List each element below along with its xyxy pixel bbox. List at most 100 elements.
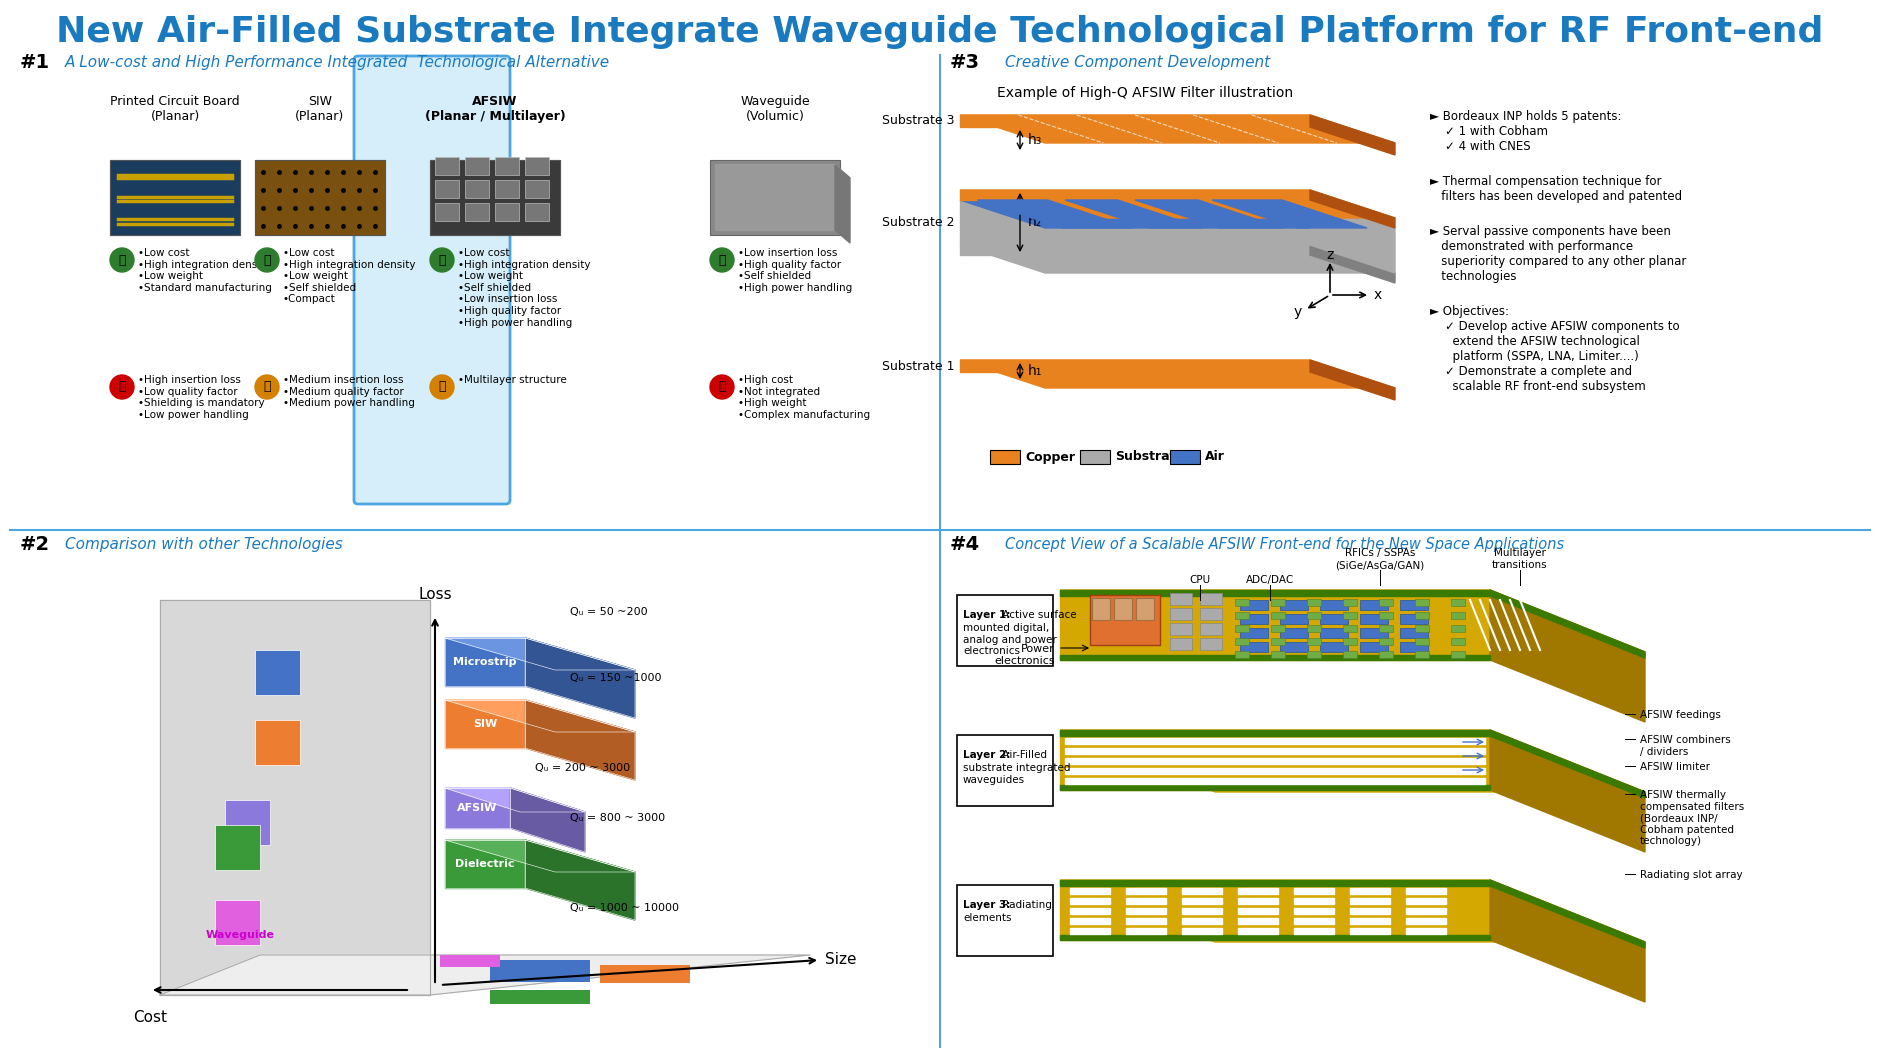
Polygon shape — [1350, 888, 1389, 894]
FancyBboxPatch shape — [353, 56, 509, 504]
Polygon shape — [1406, 898, 1446, 904]
FancyBboxPatch shape — [431, 160, 560, 235]
Polygon shape — [1350, 898, 1389, 904]
Text: 👍: 👍 — [263, 254, 271, 266]
FancyBboxPatch shape — [1401, 600, 1429, 610]
Text: Creative Component Development: Creative Component Development — [1006, 55, 1271, 70]
Polygon shape — [1060, 590, 1645, 652]
FancyBboxPatch shape — [464, 203, 489, 221]
FancyBboxPatch shape — [1380, 638, 1393, 645]
Polygon shape — [1406, 908, 1446, 914]
Polygon shape — [1310, 200, 1395, 273]
FancyBboxPatch shape — [957, 595, 1053, 666]
Polygon shape — [1183, 908, 1222, 914]
FancyBboxPatch shape — [1235, 625, 1248, 632]
FancyBboxPatch shape — [494, 157, 519, 175]
Polygon shape — [446, 789, 509, 828]
Text: Air: Air — [1205, 450, 1226, 464]
Polygon shape — [1060, 935, 1491, 940]
FancyBboxPatch shape — [1401, 614, 1429, 624]
Polygon shape — [525, 700, 635, 780]
FancyBboxPatch shape — [1199, 593, 1222, 605]
FancyBboxPatch shape — [226, 800, 271, 845]
Text: elements: elements — [963, 913, 1011, 923]
FancyBboxPatch shape — [1416, 638, 1429, 645]
FancyBboxPatch shape — [1380, 651, 1393, 659]
Text: Cost: Cost — [133, 1010, 167, 1025]
Text: 👍: 👍 — [263, 381, 271, 393]
Text: New Air-Filled Substrate Integrate Waveguide Technological Platform for RF Front: New Air-Filled Substrate Integrate Waveg… — [56, 15, 1824, 49]
Polygon shape — [160, 956, 810, 995]
Polygon shape — [1126, 928, 1166, 934]
Text: Substrate: Substrate — [1115, 450, 1184, 464]
FancyBboxPatch shape — [111, 160, 241, 235]
FancyBboxPatch shape — [1307, 625, 1322, 632]
FancyBboxPatch shape — [434, 157, 459, 175]
FancyBboxPatch shape — [1280, 628, 1308, 638]
Text: AFSIW
(Planar / Multilayer): AFSIW (Planar / Multilayer) — [425, 95, 566, 123]
Text: 👍: 👍 — [438, 254, 446, 266]
Text: z: z — [1325, 248, 1333, 262]
FancyBboxPatch shape — [1451, 625, 1465, 632]
Text: h₂: h₂ — [1028, 216, 1042, 229]
FancyBboxPatch shape — [1199, 638, 1222, 650]
Circle shape — [711, 375, 733, 398]
FancyBboxPatch shape — [1271, 651, 1286, 659]
FancyBboxPatch shape — [1169, 638, 1192, 650]
FancyBboxPatch shape — [1271, 599, 1286, 606]
Polygon shape — [1060, 880, 1491, 940]
FancyBboxPatch shape — [1401, 628, 1429, 638]
Text: Multilayer
transitions: Multilayer transitions — [1493, 549, 1547, 570]
Polygon shape — [1239, 917, 1278, 924]
FancyBboxPatch shape — [1280, 600, 1308, 610]
Text: •Multilayer structure: •Multilayer structure — [459, 375, 566, 385]
FancyBboxPatch shape — [434, 180, 459, 198]
Polygon shape — [961, 200, 1395, 228]
FancyBboxPatch shape — [1169, 450, 1199, 464]
FancyBboxPatch shape — [1359, 642, 1387, 652]
Polygon shape — [1070, 888, 1109, 894]
Polygon shape — [1060, 655, 1491, 660]
Polygon shape — [1293, 908, 1335, 914]
Text: AFSIW feedings: AFSIW feedings — [1639, 710, 1720, 720]
Polygon shape — [1126, 917, 1166, 924]
FancyBboxPatch shape — [525, 157, 549, 175]
Text: •Low cost
•High integration density
•Low weight
•Standard manufacturing: •Low cost •High integration density •Low… — [137, 248, 273, 293]
Polygon shape — [1350, 908, 1389, 914]
Text: AFSIW limiter: AFSIW limiter — [1639, 762, 1711, 772]
Circle shape — [111, 375, 133, 398]
Polygon shape — [1070, 917, 1109, 924]
FancyBboxPatch shape — [491, 990, 590, 1004]
FancyBboxPatch shape — [1241, 642, 1267, 652]
Text: Concept View of a Scalable AFSIW Front-end for the New Space Applications: Concept View of a Scalable AFSIW Front-e… — [1006, 538, 1564, 553]
Text: Loss: Loss — [417, 587, 451, 602]
Text: Layer 1:: Layer 1: — [963, 610, 1010, 620]
FancyBboxPatch shape — [1271, 612, 1286, 619]
Text: 👎: 👎 — [118, 381, 126, 393]
FancyBboxPatch shape — [1380, 599, 1393, 606]
FancyBboxPatch shape — [1307, 612, 1322, 619]
Text: Waveguide: Waveguide — [205, 930, 274, 940]
Polygon shape — [1293, 888, 1335, 894]
Polygon shape — [1310, 360, 1395, 400]
Text: Qᵤ = 800 ~ 3000: Qᵤ = 800 ~ 3000 — [570, 813, 666, 823]
Text: #2: #2 — [21, 536, 51, 555]
Polygon shape — [1239, 898, 1278, 904]
FancyBboxPatch shape — [1090, 595, 1160, 645]
Polygon shape — [1239, 908, 1278, 914]
Text: x: x — [1374, 288, 1382, 302]
FancyBboxPatch shape — [1359, 600, 1387, 610]
Polygon shape — [446, 638, 635, 670]
Text: 👍: 👍 — [718, 254, 726, 266]
FancyBboxPatch shape — [1451, 638, 1465, 645]
Text: Power
electronics: Power electronics — [995, 644, 1055, 666]
FancyBboxPatch shape — [256, 650, 301, 696]
FancyBboxPatch shape — [1451, 599, 1465, 606]
Polygon shape — [1136, 200, 1282, 228]
Text: ► Thermal compensation technique for
   filters has been developed and patented: ► Thermal compensation technique for fil… — [1431, 175, 1683, 203]
Text: Qᵤ = 50 ~200: Qᵤ = 50 ~200 — [570, 607, 647, 617]
Polygon shape — [961, 115, 1310, 127]
FancyBboxPatch shape — [1342, 651, 1357, 659]
FancyBboxPatch shape — [256, 720, 301, 765]
FancyBboxPatch shape — [711, 160, 840, 235]
